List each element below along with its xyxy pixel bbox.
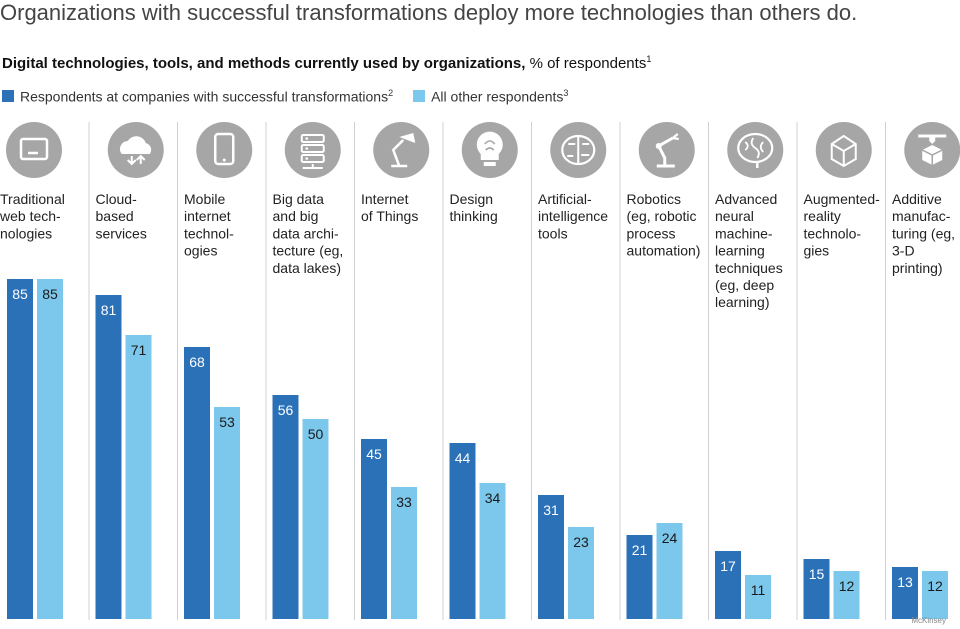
value-label-additive-manufacturing-eg-3-d-printing-other: 12 bbox=[927, 578, 943, 594]
bar-cloud-based-services-other bbox=[125, 335, 152, 619]
value-label-augmented-reality-technologies-successful: 15 bbox=[809, 566, 825, 582]
value-label-big-data-and-big-data-architecture-eg-da-other: 50 bbox=[308, 426, 324, 442]
footer-credit: McKinsey bbox=[911, 616, 946, 625]
value-label-cloud-based-services-successful: 81 bbox=[101, 302, 117, 318]
value-label-advanced-neural-machine-learning-techniq-other: 11 bbox=[751, 582, 766, 598]
category-label-big-data-and-big-data-architecture-eg-da: Big data and big data archi-tecture (eg, da… bbox=[273, 191, 344, 276]
value-label-design-thinking-successful: 44 bbox=[455, 450, 471, 466]
category-label-additive-manufacturing-eg-3-d-printing: Additive manufac-turing (eg, 3-D printing) bbox=[892, 191, 955, 276]
category-label-augmented-reality-technologies: Augmented-reality technolo-gies bbox=[804, 191, 881, 259]
value-label-mobile-internet-technologies-other: 53 bbox=[219, 414, 235, 430]
value-label-robotics-eg-robotic-process-automation-other: 24 bbox=[662, 530, 678, 546]
legend-item-successful: Respondents at companies with successful… bbox=[2, 88, 393, 105]
bar-additive-manufacturing-eg-3-d-printing-successful bbox=[892, 567, 918, 619]
category-label-traditional-web-technologies: Traditional web tech-nologies bbox=[0, 191, 65, 241]
value-label-internet-of-things-other: 33 bbox=[396, 494, 412, 510]
value-label-big-data-and-big-data-architecture-eg-da-successful: 56 bbox=[278, 402, 294, 418]
value-label-cloud-based-services-other: 71 bbox=[131, 342, 147, 358]
3d-printer-icon bbox=[904, 122, 960, 178]
value-label-traditional-web-technologies-other: 85 bbox=[42, 286, 58, 302]
value-label-augmented-reality-technologies-other: 12 bbox=[839, 578, 855, 594]
chart-title: Organizations with successful transforma… bbox=[0, 0, 858, 25]
legend-item-other: All other respondents3 bbox=[413, 88, 568, 105]
value-label-mobile-internet-technologies-successful: 68 bbox=[189, 354, 205, 370]
value-label-artificial-intelligence-tools-successful: 31 bbox=[543, 502, 559, 518]
bar-internet-of-things-successful bbox=[361, 439, 387, 619]
value-label-robotics-eg-robotic-process-automation-successful: 21 bbox=[632, 542, 648, 558]
legend-swatch-successful bbox=[2, 90, 14, 103]
bar-cloud-based-services-successful bbox=[95, 295, 122, 619]
bar-traditional-web-technologies-other bbox=[37, 279, 63, 619]
legend-label-successful: Respondents at companies with successful… bbox=[20, 88, 394, 105]
value-label-artificial-intelligence-tools-other: 23 bbox=[573, 534, 589, 550]
bar-artificial-intelligence-tools-successful bbox=[538, 495, 564, 619]
bar-design-thinking-other bbox=[479, 483, 506, 619]
cloud-icon bbox=[107, 122, 164, 178]
category-label-advanced-neural-machine-learning-techniq: Advanced neural machine-learning techniques… bbox=[715, 191, 783, 310]
subtitle-footnote: 1 bbox=[646, 54, 652, 64]
bar-artificial-intelligence-tools-other bbox=[568, 527, 594, 619]
category-label-design-thinking: Design thinking bbox=[450, 191, 498, 224]
bar-robotics-eg-robotic-process-automation-other bbox=[656, 523, 683, 619]
robot-arm-icon bbox=[638, 122, 695, 178]
category-label-mobile-internet-technologies: Mobile internet technol-ogies bbox=[184, 191, 234, 259]
category-label-internet-of-things: Internet of Things bbox=[361, 191, 418, 224]
category-label-cloud-based-services: Cloud-based services bbox=[96, 191, 147, 241]
legend: Respondents at companies with successful… bbox=[2, 88, 568, 105]
mobile-icon bbox=[196, 122, 253, 178]
value-label-internet-of-things-successful: 45 bbox=[366, 446, 382, 462]
bar-mobile-internet-technologies-other bbox=[214, 407, 240, 619]
bar-augmented-reality-technologies-successful bbox=[803, 559, 830, 619]
lamp-icon bbox=[373, 122, 430, 178]
value-label-design-thinking-other: 34 bbox=[485, 490, 501, 506]
neural-brain-icon bbox=[727, 122, 784, 178]
bar-augmented-reality-technologies-other bbox=[833, 571, 860, 619]
web-icon bbox=[6, 122, 62, 178]
bar-advanced-neural-machine-learning-techniq-other bbox=[745, 575, 771, 619]
bar-additive-manufacturing-eg-3-d-printing-other bbox=[922, 571, 948, 619]
brain-bulb-icon bbox=[461, 122, 518, 178]
bar-design-thinking-successful bbox=[449, 443, 476, 619]
category-label-artificial-intelligence-tools: Artificial-intelligence tools bbox=[538, 191, 608, 241]
value-label-advanced-neural-machine-learning-techniq-successful: 17 bbox=[720, 558, 736, 574]
chart-subtitle: Digital technologies, tools, and methods… bbox=[2, 54, 651, 72]
server-icon bbox=[284, 122, 341, 178]
value-label-additive-manufacturing-eg-3-d-printing-successful: 13 bbox=[897, 574, 913, 590]
legend-label-other: All other respondents3 bbox=[431, 88, 569, 105]
ai-brain-icon bbox=[550, 122, 607, 178]
subtitle-unit: % of respondents bbox=[529, 55, 647, 72]
value-label-traditional-web-technologies-successful: 85 bbox=[12, 286, 28, 302]
bar-mobile-internet-technologies-successful bbox=[184, 347, 210, 619]
bar-big-data-and-big-data-architecture-eg-da-successful bbox=[272, 395, 299, 619]
cube-icon bbox=[815, 122, 872, 178]
subtitle-bold: Digital technologies, tools, and methods… bbox=[2, 55, 526, 72]
bar-advanced-neural-machine-learning-techniq-successful bbox=[715, 551, 741, 619]
bar-big-data-and-big-data-architecture-eg-da-other bbox=[302, 419, 329, 619]
bar-traditional-web-technologies-successful bbox=[7, 279, 33, 619]
bar-internet-of-things-other bbox=[391, 487, 417, 619]
category-label-robotics-eg-robotic-process-automation: Robotics (eg, robotic process automation) bbox=[627, 191, 701, 259]
legend-swatch-other bbox=[413, 90, 426, 103]
bar-robotics-eg-robotic-process-automation-successful bbox=[626, 535, 653, 619]
